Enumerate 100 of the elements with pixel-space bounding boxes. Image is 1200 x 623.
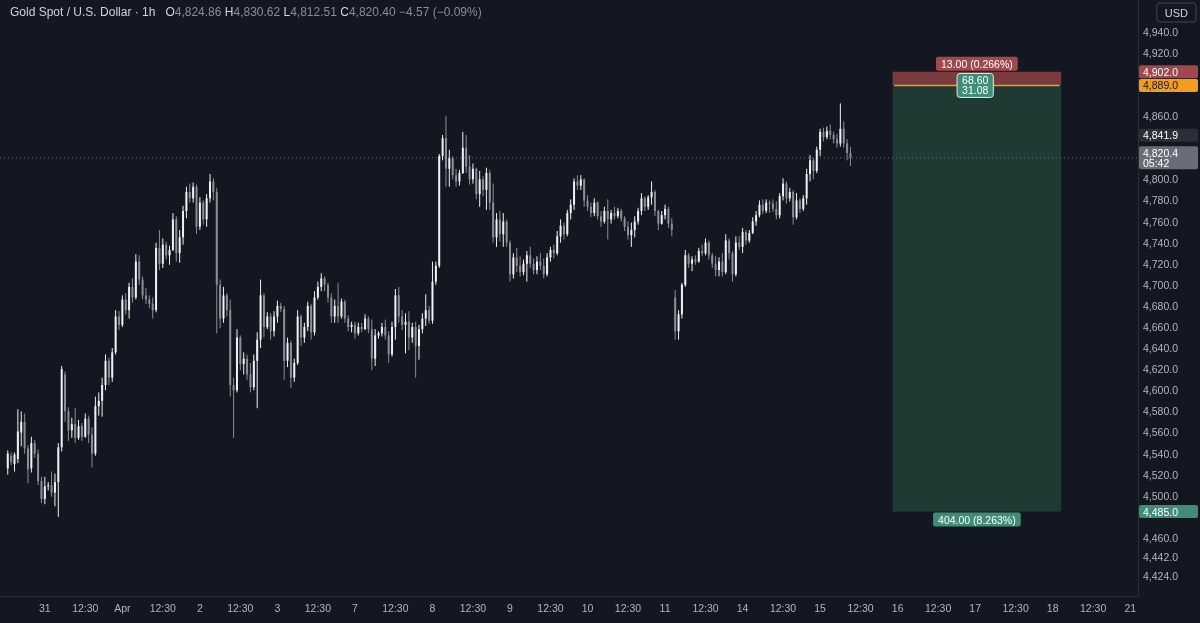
candlestick (222, 286, 225, 324)
candlestick (340, 298, 343, 320)
candlestick (232, 377, 235, 439)
candlestick (343, 299, 346, 324)
chart-title: Gold Spot / U.S. Dollar · 1h (10, 5, 156, 19)
y-tick-label: 4,460.0 (1143, 531, 1179, 544)
x-tick-label: 16 (891, 602, 904, 614)
x-tick-label: 12:30 (459, 602, 487, 614)
candlestick (6, 449, 9, 476)
y-tick-label: 4,442.0 (1143, 550, 1179, 563)
candlestick (559, 218, 562, 244)
x-tick-label: 18 (1046, 602, 1059, 614)
candlestick (306, 301, 309, 332)
candlestick (212, 177, 215, 201)
candlestick (387, 330, 390, 364)
y-tick-label: 4,720.0 (1143, 257, 1179, 270)
candlestick (13, 452, 16, 473)
candlestick (610, 209, 613, 225)
candlestick (138, 254, 141, 286)
candlestick (529, 246, 532, 269)
x-tick-label: Apr (114, 602, 132, 614)
candlestick (718, 256, 720, 277)
y-tick-label: 4,800.0 (1143, 173, 1179, 186)
y-tick-label: 4,485.0 (1143, 505, 1179, 518)
candlestick (107, 357, 110, 386)
candlestick (512, 252, 515, 279)
candlestick (502, 212, 505, 248)
candlestick (714, 255, 717, 277)
candlestick (606, 198, 609, 240)
candlestick (626, 221, 629, 240)
y-tick-label: 4,902.0 (1143, 65, 1179, 78)
y-tick-label: 4,760.0 (1143, 215, 1179, 228)
candlestick (664, 204, 667, 220)
candlestick (839, 102, 842, 148)
x-tick-label: 12:30 (382, 602, 409, 614)
x-tick-label: 12:30 (304, 602, 332, 614)
candlestick (141, 275, 144, 301)
candlestick (70, 417, 73, 439)
y-tick-label: 4,700.0 (1143, 278, 1179, 291)
y-axis-title: USD (1164, 6, 1189, 19)
candlestick (498, 210, 501, 243)
candlestick (158, 229, 161, 271)
x-tick-label: 15 (814, 602, 827, 614)
y-tick-label: 4,640.0 (1143, 342, 1179, 355)
y-tick-label: 4,940.0 (1143, 25, 1179, 38)
candlestick (546, 252, 549, 277)
candlestick (77, 419, 80, 441)
candlestick (771, 198, 774, 213)
candlestick (768, 199, 771, 214)
x-tick-label: 9 (507, 602, 514, 614)
candlestick (128, 282, 131, 320)
x-tick-label: 12:30 (847, 602, 874, 614)
candlestick (293, 358, 296, 383)
x-tick-label: 11 (659, 602, 671, 614)
candlestick (411, 322, 414, 344)
candlestick (667, 206, 670, 229)
candlestick (583, 177, 586, 208)
y-tick-label: 4,424.0 (1143, 569, 1179, 582)
candlestick (701, 244, 704, 257)
candlestick (407, 310, 410, 351)
candlestick (131, 277, 134, 304)
candlestick (785, 180, 788, 205)
x-tick-label: 12:30 (1002, 602, 1029, 614)
candlestick (47, 481, 50, 492)
y-tick-label: 4,520.0 (1143, 468, 1179, 481)
candlestick (589, 202, 592, 218)
x-tick-label: 12:30 (227, 602, 254, 614)
candlestick (273, 310, 276, 337)
band-label: 13.00 (0.266%) (940, 57, 1013, 70)
x-tick-label: 12:30 (537, 602, 564, 614)
candlestick (117, 310, 120, 331)
candlestick (812, 157, 815, 180)
candlestick (478, 170, 481, 208)
candlestick (74, 407, 77, 444)
candlestick (188, 183, 191, 204)
candlestick (630, 222, 633, 248)
candlestick (482, 175, 485, 197)
candlestick (242, 351, 245, 375)
x-tick-label: 21 (1124, 602, 1137, 614)
candlestick (84, 413, 87, 439)
x-tick-label: 3 (274, 602, 281, 614)
candlestick (441, 134, 444, 161)
candlestick (542, 257, 545, 279)
candlestick (333, 299, 336, 324)
candlestick (303, 322, 306, 344)
candlestick (414, 321, 417, 379)
candlestick (485, 167, 488, 211)
ref-line-label: 4,820.4 05:42 (1143, 146, 1179, 169)
x-tick-label: 8 (429, 602, 436, 614)
candlestick (337, 282, 340, 324)
y-tick-label: 4,500.0 (1143, 489, 1179, 502)
candlestick (380, 322, 383, 337)
x-tick-label: 12:30 (1080, 602, 1107, 614)
candlestick (448, 149, 451, 188)
candlestick (573, 177, 576, 211)
x-tick-label: 12:30 (769, 602, 797, 614)
candlestick (795, 192, 798, 220)
candlestick (556, 230, 559, 256)
x-tick-label: 12:30 (924, 602, 952, 614)
x-tick-label: 12:30 (692, 602, 719, 614)
